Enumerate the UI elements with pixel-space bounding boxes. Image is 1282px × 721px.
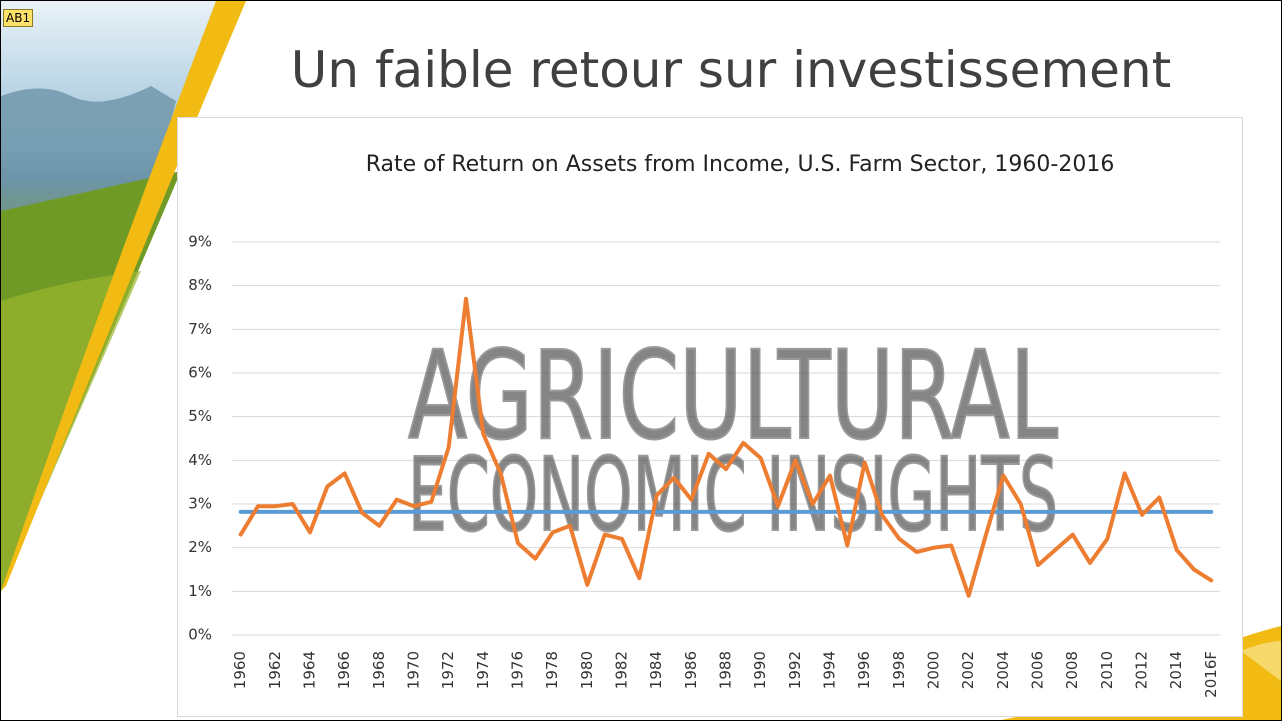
x-tick-label: 2010 bbox=[1098, 651, 1116, 689]
chart-box: 0% 1% 2% 3% 4% 5% 6% 7% 8% 9% AGRICULTURAL ECONOMIC… bbox=[177, 117, 1243, 717]
x-tick-label: 1978 bbox=[543, 651, 561, 689]
x-tick-label: 2008 bbox=[1063, 651, 1081, 689]
x-tick-label: 1994 bbox=[821, 651, 839, 689]
x-tick-label: 2012 bbox=[1133, 651, 1151, 689]
y-tick-label: 0% bbox=[188, 626, 212, 644]
x-tick-label: 2004 bbox=[994, 651, 1012, 689]
x-tick-label: 2000 bbox=[925, 651, 943, 689]
x-tick-label: 1990 bbox=[751, 651, 769, 689]
plot: 0%1%2%3%4%5%6%7%8%9%AGRICULTURALECONOMIC… bbox=[188, 233, 1220, 698]
x-tick-label: 1980 bbox=[578, 651, 596, 689]
tag-label: AB1 bbox=[3, 9, 34, 27]
x-tick-label: 2016F bbox=[1202, 651, 1220, 698]
x-tick-label: 1976 bbox=[509, 651, 527, 689]
x-tick-label: 2014 bbox=[1167, 651, 1185, 689]
y-tick-label: 2% bbox=[188, 538, 212, 556]
x-tick-label: 2002 bbox=[959, 651, 977, 689]
chart-title: Rate of Return on Assets from Income, U.… bbox=[365, 152, 1115, 177]
watermark: AGRICULTURAL bbox=[408, 325, 1058, 467]
x-tick-label: 1998 bbox=[890, 651, 908, 689]
x-tick-label: 1982 bbox=[613, 651, 631, 689]
x-tick-label: 1972 bbox=[439, 651, 457, 689]
data-line bbox=[238, 296, 1214, 598]
slide-title: Un faible retour sur investissement bbox=[290, 41, 1172, 99]
x-tick-label: 1970 bbox=[405, 651, 423, 689]
x-tick-label: 1974 bbox=[474, 651, 492, 689]
y-tick-label: 3% bbox=[188, 495, 212, 513]
y-tick-label: 1% bbox=[188, 582, 212, 600]
x-tick-label: 1984 bbox=[647, 651, 665, 689]
y-tick-label: 5% bbox=[188, 407, 212, 425]
y-tick-label: 6% bbox=[188, 364, 212, 382]
y-tick-label: 9% bbox=[188, 233, 212, 251]
x-tick-label: 1992 bbox=[786, 651, 804, 689]
x-tick-label: 2006 bbox=[1029, 651, 1047, 689]
x-tick-label: 1960 bbox=[231, 651, 249, 689]
y-tick-label: 4% bbox=[188, 451, 212, 469]
x-tick-label: 1968 bbox=[370, 651, 388, 689]
x-tick-label: 1996 bbox=[855, 651, 873, 689]
x-tick-label: 1964 bbox=[301, 651, 319, 689]
x-tick-label: 1986 bbox=[682, 651, 700, 689]
x-tick-label: 1962 bbox=[266, 651, 284, 689]
y-tick-label: 8% bbox=[188, 276, 212, 294]
y-tick-label: 7% bbox=[188, 320, 212, 338]
x-tick-label: 1966 bbox=[335, 651, 353, 689]
x-tick-label: 1988 bbox=[717, 651, 735, 689]
